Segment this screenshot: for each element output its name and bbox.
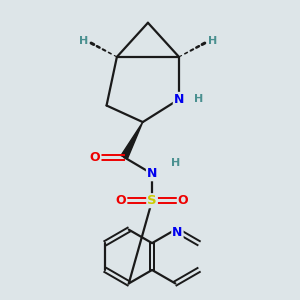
Text: O: O bbox=[116, 194, 126, 207]
Polygon shape bbox=[121, 122, 143, 159]
Text: H: H bbox=[194, 94, 204, 104]
Text: S: S bbox=[147, 194, 157, 207]
Text: O: O bbox=[90, 151, 101, 164]
Text: O: O bbox=[178, 194, 188, 207]
Text: H: H bbox=[171, 158, 181, 168]
Text: N: N bbox=[172, 226, 183, 239]
Text: H: H bbox=[208, 36, 217, 46]
Text: N: N bbox=[147, 167, 157, 180]
Text: H: H bbox=[79, 36, 88, 46]
Text: N: N bbox=[174, 93, 184, 106]
